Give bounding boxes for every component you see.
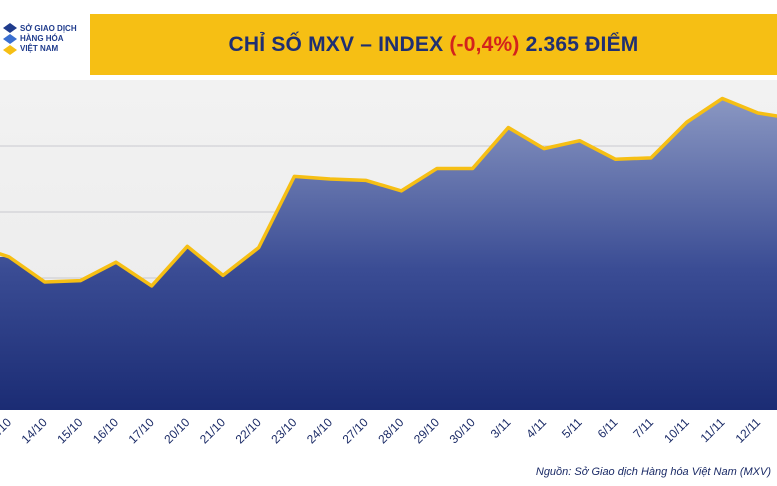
x-tick-label: 21/10: [197, 415, 228, 446]
x-tick-label: 20/10: [161, 415, 192, 446]
logo-mark-icon: [3, 23, 17, 55]
x-tick-label: 28/10: [375, 415, 406, 446]
x-tick-label: 24/10: [304, 415, 335, 446]
x-tick-label: 16/10: [90, 415, 121, 446]
x-tick-label: 15/10: [54, 415, 85, 446]
title-bar: [90, 14, 777, 75]
x-tick-label: 23/10: [268, 415, 299, 446]
x-tick-label: 27/10: [340, 415, 371, 446]
x-tick-label: 22/10: [233, 415, 264, 446]
title-value: 2.365 ĐIỂM: [525, 32, 639, 56]
x-tick-label: 7/11: [630, 415, 656, 441]
title-prefix: CHỈ SỐ MXV – INDEX: [228, 32, 444, 56]
data-points: [8, 98, 759, 286]
logo: SỞ GIAO DỊCH HÀNG HÓA VIỆT NAM: [0, 0, 96, 80]
x-tick-label: 11/10: [0, 415, 14, 446]
source-note: Nguồn: Sở Giao dịch Hàng hóa Việt Nam (M…: [535, 466, 771, 478]
series-line: [0, 96, 777, 288]
x-tick-label: 12/11: [733, 415, 764, 446]
x-tick-label: 5/11: [559, 415, 585, 441]
x-tick-label: 6/11: [595, 415, 621, 441]
x-tick-label: 30/10: [447, 415, 478, 446]
x-tick-label: 17/10: [126, 415, 157, 446]
title-change: (-0,4%): [449, 32, 520, 56]
x-tick-label: 10/11: [661, 415, 692, 446]
x-tick-label: 4/11: [523, 415, 549, 441]
x-tick-label: 11/11: [698, 415, 728, 445]
area-fill: [0, 98, 777, 410]
chart-title: CHỈ SỐ MXV – INDEX (-0,4%) 2.365 ĐIỂM: [90, 14, 777, 75]
x-tick-label: 3/11: [488, 415, 514, 441]
logo-text: SỞ GIAO DỊCH HÀNG HÓA VIỆT NAM: [20, 24, 77, 53]
x-tick-label: 29/10: [411, 415, 442, 446]
x-tick-label: 14/10: [19, 415, 50, 446]
x-axis-ticks: 11/10 14/10 15/10 16/10 17/10 20/10 21/10 22/10…: [0, 415, 763, 446]
